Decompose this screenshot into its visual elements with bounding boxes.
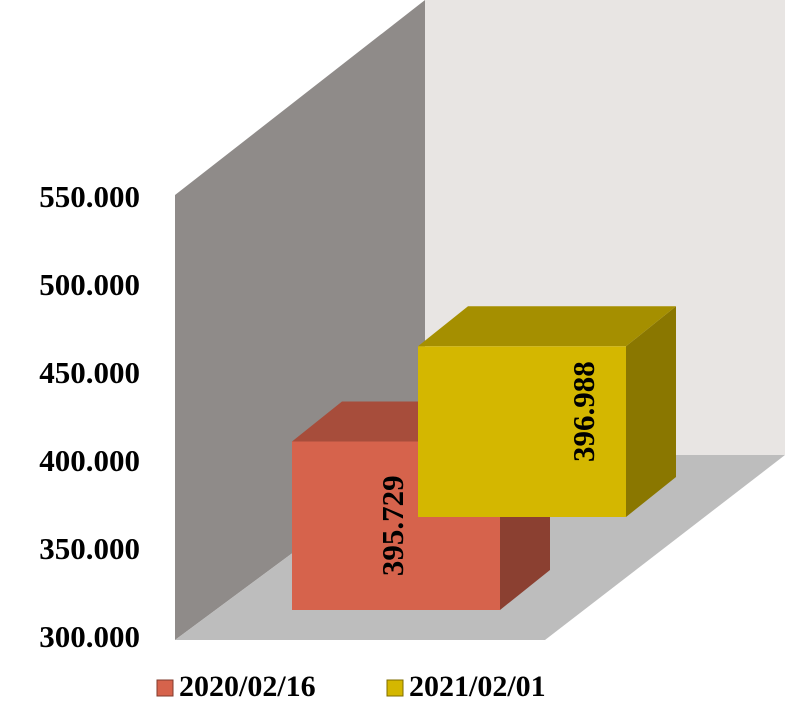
- y-tick-label: 350.000: [39, 531, 140, 566]
- data-label: 396.988: [566, 361, 601, 462]
- y-tick-label: 500.000: [39, 267, 140, 302]
- data-label: 395.729: [375, 475, 410, 576]
- legend-label: 2020/02/16: [179, 670, 316, 703]
- bar: [418, 346, 626, 517]
- y-tick-label: 400.000: [39, 443, 140, 478]
- legend-label: 2021/02/01: [409, 670, 546, 703]
- bar-top: [418, 306, 676, 347]
- y-tick-label: 450.000: [39, 355, 140, 390]
- y-tick-label: 550.000: [39, 179, 140, 214]
- bar-side: [626, 306, 676, 517]
- legend-swatch: [156, 679, 174, 697]
- y-tick-label: 300.000: [39, 619, 140, 654]
- legend-swatch: [386, 679, 404, 697]
